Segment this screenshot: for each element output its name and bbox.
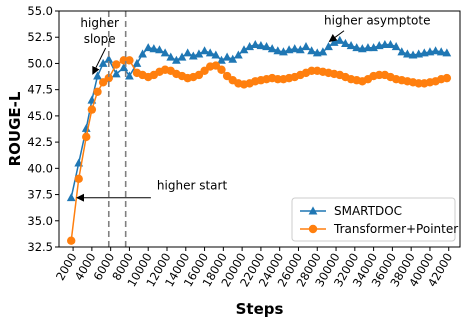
data-point: [380, 39, 390, 49]
data-point: [160, 48, 170, 57]
data-point: [155, 45, 164, 54]
data-point: [67, 236, 76, 245]
y-tick-label: 40.0: [27, 161, 53, 175]
y-tick-label: 32.5: [27, 240, 53, 254]
annotations: higher slope higher asymptote higher start: [76, 14, 430, 202]
data-point: [273, 46, 283, 55]
annotation-arrow: [328, 30, 345, 43]
legend: SMARTDOC Transformer+Pointer: [291, 197, 458, 242]
data-point: [132, 58, 142, 67]
data-point: [217, 55, 226, 64]
data-point: [87, 105, 97, 114]
data-point: [112, 60, 121, 69]
plot-series: [66, 35, 452, 245]
data-point: [222, 52, 232, 61]
data-point: [245, 42, 255, 51]
data-point: [346, 41, 356, 50]
data-point: [386, 39, 395, 49]
reference-lines: [107, 11, 127, 247]
y-axis-title: ROUGE-L: [6, 91, 24, 166]
data-point: [200, 46, 209, 55]
data-point: [166, 52, 176, 61]
data-point: [228, 54, 238, 63]
data-point: [188, 51, 198, 60]
data-point: [436, 47, 446, 56]
y-tick-label: 47.5: [27, 83, 53, 97]
data-point: [324, 42, 333, 51]
data-point: [256, 41, 266, 50]
data-point: [104, 54, 114, 63]
data-point: [442, 48, 452, 57]
legend-swatch-marker: [308, 224, 318, 234]
data-point: [149, 44, 159, 53]
annotation-text: slope: [84, 32, 116, 46]
legend-label: SMARTDOC: [334, 204, 402, 218]
data-point: [403, 49, 412, 58]
annotation-text: higher asymptote: [324, 14, 430, 28]
data-point: [93, 87, 102, 96]
data-point: [391, 42, 401, 51]
data-point: [183, 48, 193, 57]
legend-swatch-marker: [308, 206, 318, 215]
data-point: [119, 63, 129, 72]
data-point: [301, 42, 311, 51]
y-tick-label: 37.5: [27, 188, 53, 202]
data-point: [239, 45, 249, 54]
y-tick-label: 35.0: [27, 214, 53, 228]
data-point: [172, 55, 181, 64]
data-point: [262, 42, 271, 51]
legend-box: [291, 197, 456, 242]
data-point: [290, 44, 300, 53]
annotation-text: higher start: [157, 178, 228, 192]
data-point: [177, 52, 187, 61]
y-tick-label: 50.0: [27, 56, 53, 70]
series-transformer-pointer: [67, 56, 452, 245]
data-point: [93, 71, 102, 80]
data-point: [82, 132, 91, 142]
data-point: [363, 43, 373, 52]
x-axis-title: Steps: [236, 300, 284, 318]
data-point: [318, 47, 328, 56]
data-point: [295, 45, 305, 54]
data-point: [279, 47, 288, 56]
data-point: [250, 39, 260, 49]
data-point: [307, 46, 316, 55]
data-point: [234, 50, 243, 59]
data-point: [335, 35, 345, 44]
y-tick-label: 42.5: [27, 135, 53, 149]
series-smartdoc: [66, 35, 452, 202]
data-point: [98, 58, 108, 67]
y-tick-label: 52.5: [27, 30, 53, 44]
data-point: [217, 65, 226, 74]
data-point: [442, 73, 452, 83]
annotation-arrow: [92, 47, 107, 75]
data-point: [194, 49, 204, 58]
data-point: [267, 44, 277, 53]
data-point: [369, 43, 378, 52]
x-axis: 2000400060008000100001200014000160001800…: [53, 247, 455, 289]
data-point: [205, 48, 215, 57]
data-point: [138, 49, 147, 58]
data-point: [352, 43, 362, 52]
y-tick-label: 45.0: [27, 109, 53, 123]
data-point: [397, 47, 407, 56]
data-point: [431, 46, 440, 55]
data-point: [211, 50, 221, 59]
data-point: [74, 174, 83, 184]
annotation-text: higher: [80, 16, 119, 30]
plot-frame: [58, 10, 461, 248]
data-point: [125, 56, 134, 65]
data-point: [143, 43, 153, 52]
data-point: [341, 38, 350, 47]
legend-label: Transformer+Pointer: [333, 222, 458, 236]
data-point: [104, 73, 113, 83]
data-point: [66, 193, 76, 202]
y-axis: 32.5 35.0 37.5 40.0 42.5 45.0 47.5 50.0 52.5 55.0: [27, 4, 59, 254]
y-tick-label: 55.0: [27, 4, 53, 18]
data-point: [111, 69, 121, 78]
data-point: [125, 71, 134, 80]
